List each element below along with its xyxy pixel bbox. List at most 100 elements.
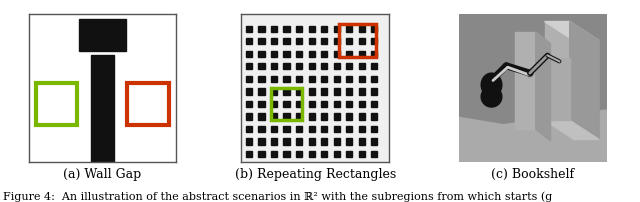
Bar [321,138,327,145]
Bar [358,126,365,132]
Bar [308,63,315,69]
Bar [346,138,353,145]
Bar [333,38,340,44]
Bar [284,101,290,107]
Bar [346,63,353,69]
Bar [91,55,114,162]
Bar [296,138,302,145]
Bar [346,76,353,82]
Bar [333,138,340,145]
Bar [284,113,290,120]
Bar [296,76,302,82]
Bar [36,83,77,125]
Bar [321,88,327,95]
Bar [308,38,315,44]
Bar [308,138,315,145]
Bar [333,101,340,107]
Bar [321,38,327,44]
Bar [321,76,327,82]
Bar [308,126,315,132]
Text: (c) Bookshelf: (c) Bookshelf [492,168,574,181]
Bar [296,26,302,32]
Bar [271,151,277,157]
Bar [246,38,252,44]
Bar [346,126,353,132]
Bar [259,138,264,145]
Bar [545,58,570,120]
Polygon shape [459,110,607,162]
Bar [259,88,264,95]
Bar [271,76,277,82]
Bar [284,88,290,95]
Bar [296,101,302,107]
Bar [371,101,378,107]
Bar [308,88,315,95]
Bar [358,113,365,120]
Bar [321,26,327,32]
Bar [358,138,365,145]
Bar [358,88,365,95]
Bar [271,26,277,32]
Bar [284,51,290,57]
Bar [79,19,126,51]
Bar [371,126,378,132]
Bar [346,151,353,157]
Bar [284,26,290,32]
Bar [308,51,315,57]
Bar [333,88,340,95]
Bar [271,88,277,95]
Bar [259,151,264,157]
Bar [246,88,252,95]
Circle shape [526,69,534,77]
Bar [296,151,302,157]
Bar [371,26,378,32]
Bar [333,26,340,32]
Bar [308,101,315,107]
Bar [259,51,264,57]
Bar [371,151,378,157]
Bar [371,76,378,82]
Bar [284,126,290,132]
Bar [321,113,327,120]
Bar [271,51,277,57]
Circle shape [502,62,510,69]
Bar [321,63,327,69]
Bar [308,26,315,32]
Text: Figure 4:  An illustration of the abstract scenarios in ℝ² with the subregions f: Figure 4: An illustration of the abstrac… [3,192,552,202]
Bar [271,101,277,107]
Bar [296,51,302,57]
Bar [259,101,264,107]
Bar [308,113,315,120]
Bar [308,76,315,82]
Bar [271,38,277,44]
Bar [358,63,365,69]
Bar [259,63,264,69]
Bar [246,101,252,107]
Bar [371,63,378,69]
Bar [259,113,264,120]
Bar [284,138,290,145]
Bar [371,51,378,57]
Bar [284,76,290,82]
Bar [271,138,277,145]
Bar [358,51,365,57]
Bar [371,113,378,120]
Bar [333,76,340,82]
Bar [339,24,376,57]
Bar [333,113,340,120]
Polygon shape [570,22,599,139]
Bar [246,63,252,69]
Bar [371,38,378,44]
Bar [333,51,340,57]
Polygon shape [545,120,599,139]
Text: (b) Repeating Rectangles: (b) Repeating Rectangles [235,168,396,181]
Bar [346,38,353,44]
Bar [246,76,252,82]
Bar [321,51,327,57]
Bar [358,151,365,157]
Bar [346,51,353,57]
Bar [346,88,353,95]
Polygon shape [545,22,570,120]
Bar [271,63,277,69]
Bar [284,151,290,157]
